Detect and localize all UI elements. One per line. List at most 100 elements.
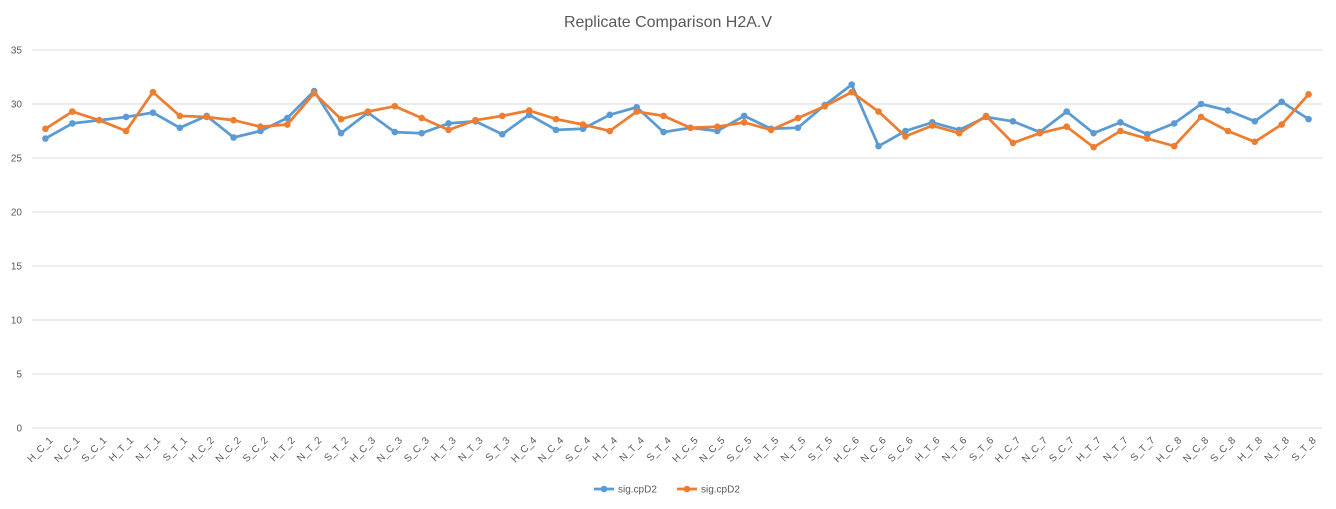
x-tick-label: N_T_6 xyxy=(940,435,969,464)
data-point xyxy=(1063,123,1070,130)
data-point xyxy=(1117,119,1124,126)
x-tick-label: N_C_2 xyxy=(214,435,244,465)
data-point xyxy=(95,116,103,124)
data-point xyxy=(660,112,667,120)
data-point xyxy=(284,121,291,128)
data-point xyxy=(42,125,49,133)
data-point xyxy=(1224,127,1232,135)
data-point xyxy=(848,88,855,96)
data-point xyxy=(445,126,452,134)
x-tick-label: H_T_4 xyxy=(591,435,620,464)
chart-title: Replicate Comparison H2A.V xyxy=(564,14,772,31)
x-tick-label: S_C_4 xyxy=(564,435,594,465)
x-tick-label: S_C_3 xyxy=(402,435,432,465)
data-point xyxy=(1224,107,1232,114)
x-tick-label: N_C_7 xyxy=(1020,435,1050,465)
x-axis-tick-labels: H_C_1N_C_1S_C_1H_T_1N_T_1S_T_1H_C_2N_C_2… xyxy=(26,435,1319,465)
data-point xyxy=(1090,143,1097,151)
y-tick-label: 10 xyxy=(11,316,23,327)
x-tick-label: N_C_3 xyxy=(375,435,405,465)
data-point xyxy=(579,121,587,128)
data-point xyxy=(606,127,614,135)
x-tick-label: S_C_8 xyxy=(1209,435,1239,465)
data-point xyxy=(660,128,667,136)
x-tick-label: S_T_4 xyxy=(645,435,674,464)
data-point xyxy=(1251,117,1259,125)
legend-item: sig.cpD2 xyxy=(677,485,740,496)
y-tick-label: 30 xyxy=(11,100,23,111)
series-1 xyxy=(42,81,1312,150)
data-point xyxy=(391,102,399,110)
data-point xyxy=(472,116,479,124)
data-point xyxy=(203,113,210,121)
data-point xyxy=(418,129,425,137)
x-tick-label: S_C_1 xyxy=(80,435,110,465)
y-tick-label: 20 xyxy=(11,208,23,219)
x-tick-label: H_T_5 xyxy=(752,435,781,464)
data-point xyxy=(955,129,963,137)
x-tick-label: N_T_3 xyxy=(457,435,486,464)
data-point xyxy=(230,134,237,141)
x-tick-label: N_C_4 xyxy=(536,435,566,465)
data-point xyxy=(1305,90,1312,98)
data-point xyxy=(337,115,345,123)
x-tick-label: N_C_1 xyxy=(53,435,83,465)
x-tick-label: S_T_2 xyxy=(323,435,352,464)
data-point xyxy=(821,102,829,110)
data-point xyxy=(1009,117,1017,125)
data-point xyxy=(767,126,775,134)
data-point xyxy=(391,128,399,136)
data-point xyxy=(902,133,909,140)
data-point xyxy=(525,107,533,114)
x-tick-label: S_C_2 xyxy=(241,435,271,465)
data-point xyxy=(1170,142,1178,150)
legend-swatch-marker xyxy=(683,485,691,493)
data-point xyxy=(176,112,184,120)
data-point xyxy=(982,112,990,120)
data-point xyxy=(42,135,49,142)
data-point xyxy=(552,126,560,134)
data-point xyxy=(284,114,291,122)
data-point xyxy=(122,127,130,135)
x-tick-label: H_C_1 xyxy=(26,435,56,465)
legend: sig.cpD2 sig.cpD2 xyxy=(594,485,740,496)
data-point xyxy=(176,124,184,132)
data-point xyxy=(1144,135,1151,142)
x-tick-label: H_T_3 xyxy=(430,435,459,464)
data-point xyxy=(1305,115,1312,123)
x-tick-label: N_T_7 xyxy=(1102,435,1131,464)
series-2 xyxy=(42,88,1312,151)
data-point xyxy=(848,81,855,88)
y-tick-label: 5 xyxy=(16,370,22,381)
data-point xyxy=(1251,138,1259,146)
data-point xyxy=(230,116,237,124)
x-tick-label: S_T_8 xyxy=(1290,435,1319,464)
x-tick-label: S_T_6 xyxy=(968,435,997,464)
x-tick-label: H_C_3 xyxy=(348,435,378,465)
x-tick-label: H_C_7 xyxy=(993,435,1023,465)
data-point xyxy=(149,88,157,96)
x-tick-label: N_C_5 xyxy=(698,435,728,465)
data-point xyxy=(69,108,76,115)
data-point xyxy=(1170,120,1178,127)
data-point xyxy=(929,122,936,129)
x-tick-label: H_C_4 xyxy=(509,435,539,465)
data-point xyxy=(499,130,506,138)
data-point xyxy=(552,115,560,123)
y-axis-tick-labels: 0 5 10 15 20 25 30 35 xyxy=(11,46,23,435)
legend-label: sig.cpD2 xyxy=(701,485,740,496)
x-tick-label: N_T_4 xyxy=(618,435,647,464)
x-tick-label: N_C_6 xyxy=(859,435,889,465)
data-point xyxy=(740,112,748,120)
data-point xyxy=(606,111,614,119)
data-point xyxy=(1090,129,1097,137)
data-point xyxy=(257,123,264,130)
data-point xyxy=(1117,127,1124,135)
x-tick-label: S_T_1 xyxy=(161,435,190,464)
x-tick-label: N_T_1 xyxy=(134,435,163,464)
data-point xyxy=(1063,108,1070,115)
data-point xyxy=(337,129,345,137)
data-point xyxy=(418,114,425,122)
legend-item: sig.cpD2 xyxy=(594,485,657,496)
data-point xyxy=(740,119,748,126)
